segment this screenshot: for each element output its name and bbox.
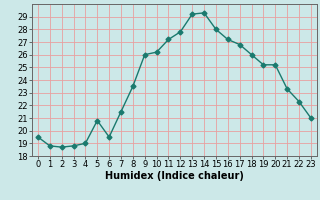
X-axis label: Humidex (Indice chaleur): Humidex (Indice chaleur) <box>105 171 244 181</box>
